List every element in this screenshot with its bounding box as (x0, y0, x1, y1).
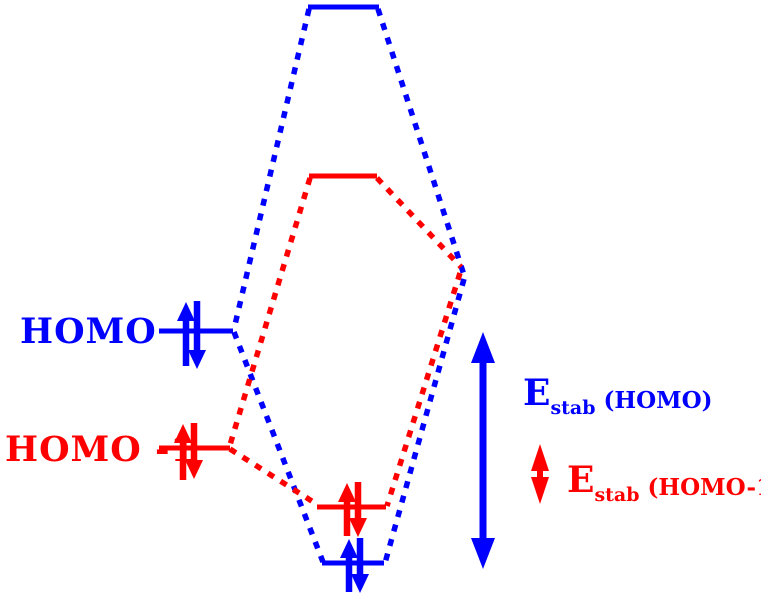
correlation-line-red-top-right (375, 176, 463, 269)
electron-pair-homo-minus-1 (174, 423, 203, 480)
electron-pair-red-stabilized (338, 482, 367, 537)
estab-homo-qualifier: (HOMO) (604, 387, 713, 414)
correlation-line-blue-top-right (375, 8, 467, 276)
spin-up-arrow-icon (174, 424, 192, 480)
estab-homo-minus-1-double-arrow-icon (531, 444, 549, 504)
spin-down-arrow-icon (351, 538, 369, 593)
correlation-line-blue-bottom-right (382, 278, 467, 564)
electron-pair-homo (177, 301, 206, 369)
estab-homo-double-arrow-icon (471, 332, 495, 569)
correlation-line-red-top-left (227, 177, 313, 446)
estab-homo-subscript: stab (550, 397, 595, 419)
correlation-line-blue-bottom-left (231, 331, 326, 563)
spin-up-arrow-icon (177, 302, 195, 366)
spin-down-arrow-icon (349, 482, 367, 537)
homo-minus-1-label: HOMO -1 (5, 429, 196, 470)
energy-levels (159, 4, 386, 566)
estab-homo-minus-1-label: Estab (HOMO-1) (567, 459, 761, 506)
spin-down-arrow-icon (188, 301, 206, 369)
estab-homo-symbol: E (523, 372, 550, 414)
homo-label: HOMO (20, 311, 157, 352)
correlation-line-red-bottom-left (228, 446, 320, 508)
estab-homo-minus-1-qualifier: (HOMO-1) (648, 474, 761, 501)
estab-homo-label: Estab (HOMO) (523, 372, 713, 419)
correlation-line-red-bottom-right (384, 272, 463, 507)
homo-minus-1-correlation-lines (227, 176, 463, 508)
estab-homo-minus-1-symbol: E (567, 459, 594, 501)
spin-up-arrow-icon (338, 483, 356, 536)
estab-homo-minus-1-subscript: stab (594, 484, 639, 506)
correlation-line-blue-top-left (231, 8, 312, 330)
spin-down-arrow-icon (185, 423, 203, 479)
spin-up-arrow-icon (340, 539, 358, 592)
electron-pair-blue-stabilized (340, 538, 369, 593)
homo-correlation-lines (231, 8, 467, 564)
